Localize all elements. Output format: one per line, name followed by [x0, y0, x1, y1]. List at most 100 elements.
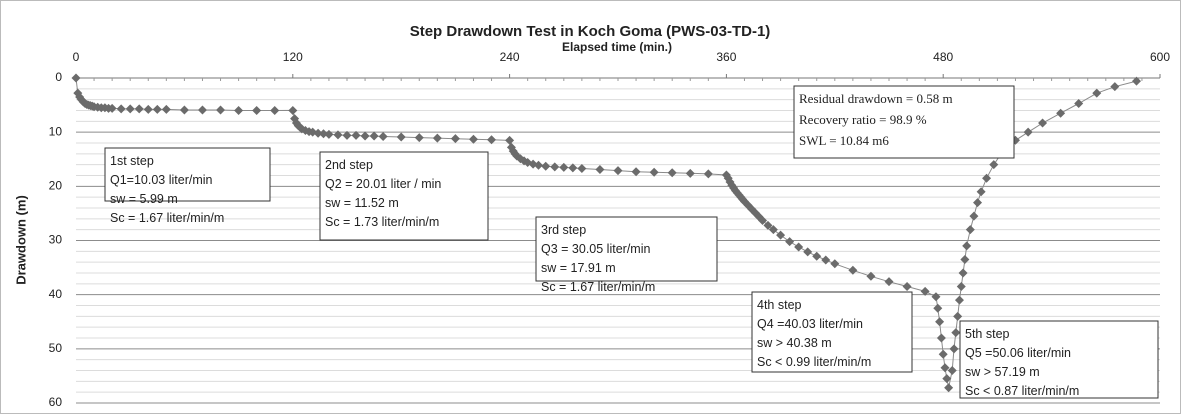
marker: [936, 333, 946, 343]
annotation: 5th step Q5 =50.06 liter/min sw > 57.19 m S…: [959, 320, 1159, 399]
marker: [1132, 76, 1142, 86]
annotation-line: SWL = 10.84 m6: [799, 133, 889, 148]
annotation-line: Q2 = 20.01 liter / min: [325, 177, 441, 191]
annotation-box: [104, 147, 271, 202]
marker: [369, 131, 379, 141]
marker: [534, 160, 544, 170]
marker: [595, 165, 605, 175]
marker: [134, 104, 144, 114]
annotation: 3rd step Q3 = 30.05 liter/min sw = 17.91 m…: [535, 216, 718, 294]
marker: [152, 104, 162, 114]
marker: [333, 130, 343, 140]
annotation-box: [535, 216, 718, 282]
y-tick-label: 50: [49, 341, 63, 355]
marker: [116, 104, 126, 114]
annotation: 2nd step Q2 = 20.01 liter / min sw = 11.52…: [319, 151, 489, 241]
marker: [973, 198, 983, 208]
marker: [812, 251, 822, 261]
marker: [216, 105, 226, 115]
marker: [378, 132, 388, 141]
annotation-line: sw > 40.38 m: [757, 336, 832, 350]
marker: [568, 163, 578, 173]
marker: [884, 277, 894, 287]
marker: [953, 311, 963, 321]
marker: [468, 134, 478, 144]
marker: [351, 130, 361, 140]
marker: [949, 344, 959, 354]
annotation-line: Q5 =50.06 liter/min: [965, 346, 1071, 360]
marker: [319, 129, 329, 139]
marker: [161, 104, 171, 114]
marker: [667, 168, 677, 178]
annotation-line: 4th step: [757, 298, 802, 312]
marker: [830, 259, 840, 269]
marker: [288, 105, 298, 115]
annotation-line: 3rd step: [541, 223, 586, 237]
marker: [649, 167, 659, 177]
marker: [947, 366, 957, 375]
annotation: Residual drawdown = 0.58 m Recovery ratio…: [793, 85, 1015, 159]
marker: [270, 106, 280, 115]
marker: [505, 135, 515, 145]
x-tick-label: 240: [500, 50, 520, 64]
annotation-line: Sc = 1.67 liter/min/m: [110, 211, 224, 225]
marker: [848, 265, 858, 275]
x-tick-label: 360: [716, 50, 736, 64]
marker: [450, 134, 460, 144]
annotation-line: Q1=10.03 liter/min: [110, 173, 213, 187]
marker: [613, 166, 623, 176]
annotations: 1st step Q1=10.03 liter/min sw = 5.99 m Sc …: [104, 85, 1159, 399]
marker: [414, 133, 424, 143]
annotation-line: 2nd step: [325, 158, 373, 172]
marker: [685, 168, 695, 178]
marker: [360, 131, 370, 141]
annotation-box: [793, 85, 1015, 159]
x-tick-label: 120: [283, 50, 303, 64]
marker: [969, 211, 979, 221]
marker: [982, 173, 992, 183]
marker: [143, 104, 153, 114]
annotation-line: sw = 17.91 m: [541, 261, 616, 275]
y-tick-label: 20: [49, 179, 63, 193]
marker: [197, 105, 207, 115]
marker: [559, 162, 569, 172]
marker: [234, 106, 244, 115]
annotation-line: sw > 57.19 m: [965, 365, 1040, 379]
marker: [432, 133, 442, 143]
marker: [821, 255, 831, 265]
line: [75, 77, 1137, 388]
marker: [1092, 88, 1102, 98]
marker: [785, 237, 795, 247]
annotation-line: Sc < 0.99 liter/min/m: [757, 355, 871, 369]
annotation-line: Sc = 1.73 liter/min/m: [325, 215, 439, 229]
y-tick-label: 60: [49, 395, 63, 409]
marker: [960, 254, 970, 264]
annotation-line: 1st step: [110, 154, 154, 168]
marker: [965, 225, 975, 235]
marker: [342, 130, 352, 140]
marker: [976, 187, 986, 197]
marker: [703, 169, 713, 179]
annotation: 4th step Q4 =40.03 liter/min sw > 40.38 m S…: [751, 291, 913, 373]
annotation-line: Recovery ratio = 98.9 %: [799, 112, 927, 127]
marker: [763, 220, 773, 230]
marker: [956, 282, 966, 292]
marker: [989, 160, 999, 170]
annotation-box: [319, 151, 489, 241]
annotation-line: 5th step: [965, 327, 1010, 341]
marker: [324, 129, 334, 139]
x-axis-label: Elapsed time (min.): [562, 40, 672, 54]
marker: [944, 383, 954, 393]
marker: [125, 104, 135, 114]
x-tick-label: 480: [933, 50, 953, 64]
y-tick-label: 40: [49, 287, 63, 301]
marker: [794, 242, 804, 252]
annotation-line: Residual drawdown = 0.58 m: [799, 91, 953, 106]
y-tick-label: 10: [49, 124, 63, 138]
marker: [931, 292, 941, 302]
annotation-line: Q4 =40.03 liter/min: [757, 317, 863, 331]
x-tick-label: 600: [1150, 50, 1170, 64]
marker: [541, 161, 551, 171]
marker: [933, 303, 943, 313]
annotation-line: Sc = 1.67 liter/min/m: [541, 280, 655, 294]
